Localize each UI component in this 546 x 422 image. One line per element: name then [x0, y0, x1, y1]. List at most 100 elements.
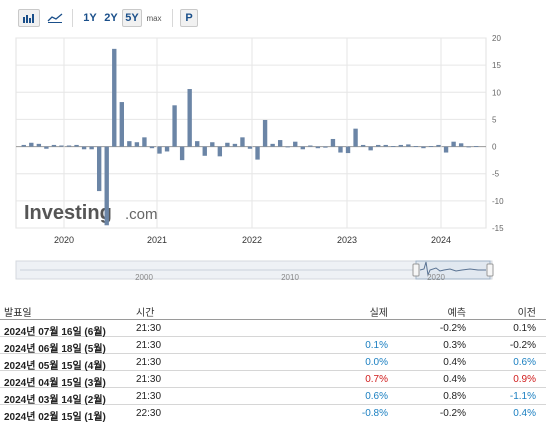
bar[interactable]	[134, 142, 140, 147]
bar[interactable]	[406, 144, 411, 147]
p-button[interactable]: P	[180, 9, 198, 27]
bar[interactable]	[368, 146, 373, 151]
bar[interactable]	[232, 143, 238, 147]
bar[interactable]	[21, 144, 26, 147]
bar[interactable]	[330, 138, 336, 147]
table-row: 2024년 06월 18일 (5월) 21:30 0.1% 0.3% -0.2%	[0, 337, 546, 355]
bar[interactable]	[391, 146, 396, 147]
navigator-left-handle[interactable]	[412, 263, 420, 277]
range-navigator[interactable]: 2000 2010 2020	[0, 258, 546, 288]
bar[interactable]	[360, 144, 366, 147]
bar[interactable]	[240, 137, 245, 147]
table-row: 2024년 04월 15일 (3월) 21:30 0.7% 0.4% 0.9%	[0, 371, 546, 389]
bar[interactable]	[89, 146, 94, 150]
bar[interactable]	[428, 146, 434, 147]
range-1y-button[interactable]: 1Y	[83, 12, 97, 24]
header-forecast: 예측	[447, 308, 466, 319]
bar[interactable]	[443, 146, 449, 153]
x-tick-label: 2024	[431, 235, 451, 245]
chart-bars	[21, 48, 479, 226]
row-forecast: 0.8%	[443, 391, 466, 402]
bar[interactable]	[421, 146, 426, 149]
bar[interactable]	[96, 146, 102, 192]
bar[interactable]	[210, 142, 215, 147]
bar[interactable]	[225, 142, 230, 147]
watermark-suffix: .com	[125, 206, 158, 223]
bar[interactable]	[59, 145, 64, 147]
bar[interactable]	[345, 146, 351, 154]
bar[interactable]	[44, 146, 49, 149]
bar[interactable]	[458, 143, 464, 147]
bar[interactable]	[436, 144, 441, 147]
table-row: 2024년 03월 14일 (2월) 21:30 0.6% 0.8% -1.1%	[0, 388, 546, 406]
y-tick-label: -5	[492, 170, 500, 179]
x-tick-label: 2022	[242, 235, 262, 245]
bar[interactable]	[338, 146, 343, 153]
bar[interactable]	[308, 145, 313, 147]
navigator-right-handle[interactable]	[486, 263, 494, 277]
row-date: 2024년 02월 15일 (1월)	[4, 412, 106, 422]
bar[interactable]	[202, 146, 207, 156]
bar[interactable]	[262, 119, 268, 147]
bar[interactable]	[293, 141, 298, 147]
bar[interactable]	[195, 141, 200, 147]
range-max-button[interactable]: max	[146, 13, 162, 23]
bar[interactable]	[112, 48, 117, 147]
bar[interactable]	[376, 144, 381, 147]
bar[interactable]	[172, 105, 177, 147]
toolbar-divider	[72, 9, 73, 27]
bar[interactable]	[187, 89, 192, 147]
row-date: 2024년 05월 15일 (4월)	[4, 361, 106, 372]
bar[interactable]	[353, 128, 358, 147]
bar[interactable]	[36, 143, 42, 147]
bar[interactable]	[398, 144, 403, 147]
line-chart-button[interactable]	[44, 9, 66, 27]
x-tick-label: 2021	[147, 235, 167, 245]
bar[interactable]	[270, 143, 275, 147]
bar[interactable]	[277, 140, 283, 147]
x-tick-label: 2023	[337, 235, 357, 245]
bar[interactable]	[74, 144, 79, 147]
bar[interactable]	[451, 141, 456, 147]
bar[interactable]	[315, 146, 321, 149]
bar[interactable]	[164, 146, 170, 152]
bar[interactable]	[157, 146, 162, 154]
row-actual: 0.7%	[365, 374, 388, 385]
y-tick-label: 15	[492, 61, 501, 70]
bar[interactable]	[127, 141, 132, 147]
bar[interactable]	[29, 142, 34, 147]
plot-frame	[15, 37, 487, 229]
bar[interactable]	[149, 146, 155, 149]
bar-chart-icon	[23, 14, 34, 23]
row-actual: -0.8%	[361, 408, 388, 419]
bar[interactable]	[466, 146, 471, 148]
row-forecast: 0.4%	[443, 357, 466, 368]
navigator-svg: 2000 2010 2020	[15, 260, 494, 282]
bar[interactable]	[66, 145, 72, 147]
bar[interactable]	[217, 146, 223, 157]
bar[interactable]	[300, 146, 305, 150]
bar[interactable]	[104, 146, 109, 226]
y-tick-label: -10	[492, 197, 504, 206]
bar[interactable]	[247, 146, 253, 149]
bar[interactable]	[179, 146, 185, 161]
bar[interactable]	[51, 144, 57, 147]
row-previous: -0.2%	[509, 340, 536, 351]
bar[interactable]	[285, 146, 290, 148]
toolbar-divider	[172, 9, 173, 27]
bar[interactable]	[255, 146, 260, 160]
range-5y-button[interactable]: 5Y	[122, 9, 142, 27]
bar-chart-button[interactable]	[18, 9, 40, 27]
bar[interactable]	[323, 146, 328, 148]
table-row: 2024년 02월 15일 (1월) 22:30 -0.8% -0.2% 0.4…	[0, 405, 546, 422]
bar[interactable]	[142, 137, 147, 147]
range-2y-button[interactable]: 2Y	[104, 12, 118, 24]
table-row: 2024년 05월 15일 (4월) 21:30 0.0% 0.4% 0.6%	[0, 354, 546, 372]
bar[interactable]	[81, 146, 87, 150]
bar[interactable]	[383, 144, 388, 147]
bar[interactable]	[413, 146, 419, 147]
bar[interactable]	[119, 102, 124, 147]
main-chart: Investing .com 20 15 10 5 0 -5 -10 -15 2020 2021…	[0, 32, 546, 250]
header-release-date: 발표일	[4, 308, 32, 319]
bar[interactable]	[474, 146, 479, 147]
